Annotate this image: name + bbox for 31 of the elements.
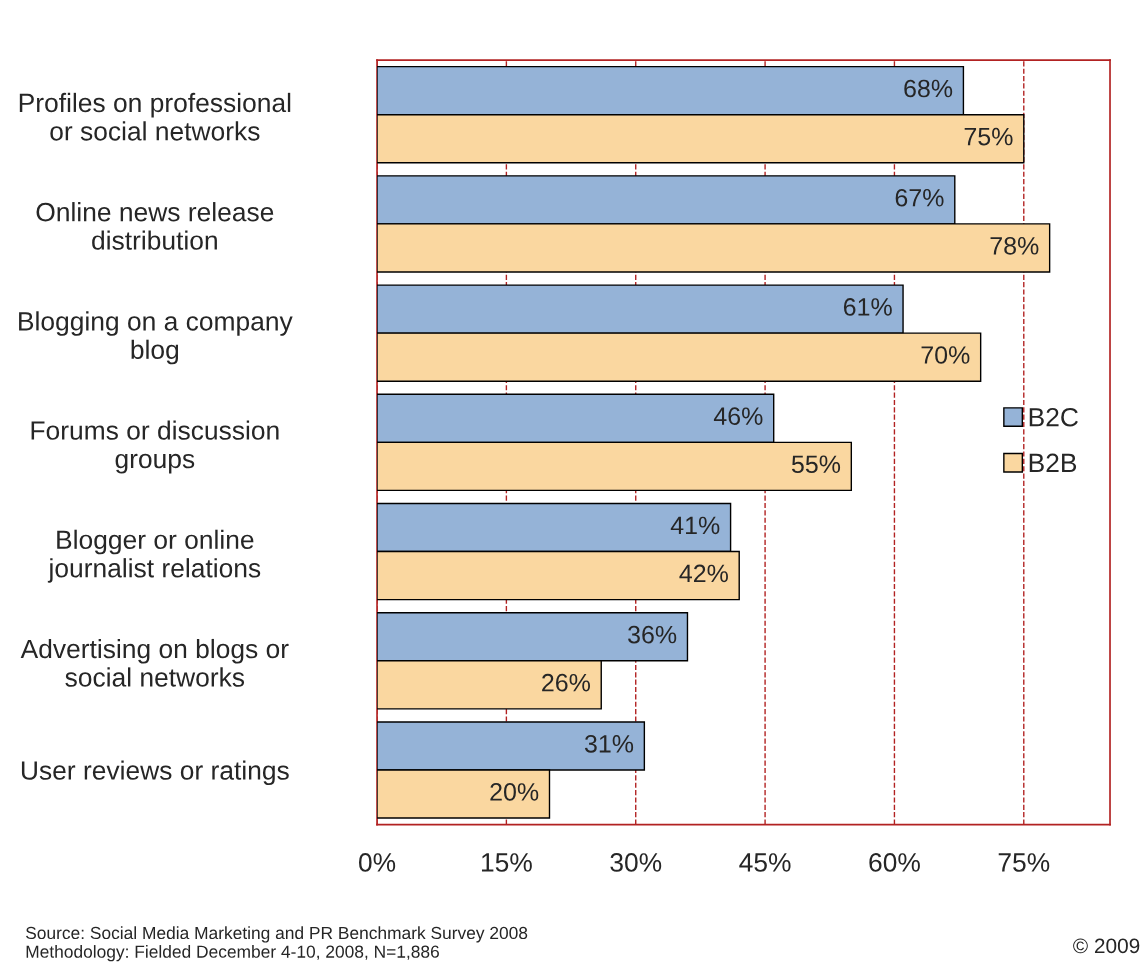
data-label: 46% xyxy=(713,407,763,426)
y-tick-label: Advertising on blogs or social networks xyxy=(20,638,289,687)
data-label: 68% xyxy=(904,79,953,98)
data-label: 42% xyxy=(679,564,728,583)
x-tick-label: 30% xyxy=(610,853,662,872)
data-label: 61% xyxy=(843,298,892,316)
data-label: 36% xyxy=(628,625,677,644)
y-tick-label: Online news release distribution xyxy=(36,202,274,250)
data-label: 20% xyxy=(490,783,539,801)
data-label: 78% xyxy=(990,236,1039,255)
data-label: 26% xyxy=(542,673,590,692)
data-label: 31% xyxy=(584,734,634,753)
x-tick-label: 75% xyxy=(998,853,1050,872)
y-tick-label: Forums or discussion groups xyxy=(31,420,279,474)
source-note: Source: Social Media Marketing and PR Benchmark Survey 2008 Methodology: Fielded December 4-10, 2008, N=1,886 xyxy=(26,926,528,962)
data-label: 75% xyxy=(964,127,1013,146)
y-tick-label: Profiles on professional or social networks xyxy=(19,92,291,141)
legend-label: B2B xyxy=(1029,453,1077,473)
legend-label: B2C xyxy=(1029,407,1078,427)
data-label: 55% xyxy=(791,455,841,474)
text: © 2009 xyxy=(1073,938,1140,954)
y-tick-label: User reviews or ratings xyxy=(21,760,289,786)
x-tick-label: 60% xyxy=(869,853,920,872)
x-tick-label: 45% xyxy=(739,853,791,872)
y-tick-label: Blogging on a company blog xyxy=(19,311,293,365)
data-label: 70% xyxy=(921,346,970,364)
data-label: 41% xyxy=(670,516,720,535)
x-tick-label: 0% xyxy=(358,853,396,872)
y-tick-label: Blogger or online journalist relations xyxy=(47,529,261,583)
data-label: 67% xyxy=(895,188,944,207)
x-tick-label: 15% xyxy=(481,853,532,872)
